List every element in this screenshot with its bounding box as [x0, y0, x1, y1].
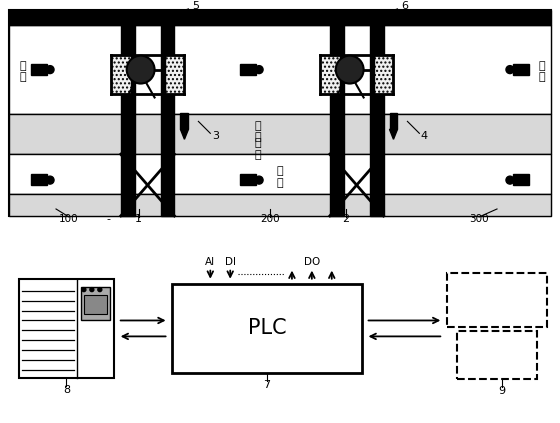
Text: 1: 1 [135, 214, 142, 224]
Bar [161, 25, 175, 216]
Bar [9, 114, 551, 154]
Bar [9, 10, 551, 216]
Bar [240, 174, 256, 185]
Circle shape [255, 176, 263, 184]
Circle shape [506, 176, 514, 184]
Text: 下
游: 下 游 [539, 61, 545, 82]
Bar [111, 55, 130, 94]
Bar [9, 10, 551, 25]
Text: 9: 9 [498, 386, 506, 396]
Bar [320, 55, 340, 94]
Bar [180, 113, 188, 129]
Bar [165, 55, 184, 94]
Circle shape [506, 66, 514, 74]
Bar [172, 284, 362, 373]
Circle shape [255, 66, 263, 74]
Bar [9, 194, 551, 216]
Bar [240, 63, 256, 74]
Text: 3: 3 [212, 131, 219, 141]
Text: DO: DO [304, 257, 320, 267]
Text: -: - [107, 214, 111, 224]
Polygon shape [180, 129, 188, 139]
Polygon shape [390, 129, 398, 139]
Text: AI: AI [206, 257, 216, 267]
Circle shape [90, 288, 94, 291]
Text: 5: 5 [192, 1, 199, 11]
Circle shape [336, 56, 363, 84]
Bar [81, 287, 110, 321]
Bar [9, 25, 551, 114]
Bar [84, 294, 107, 314]
Text: 200: 200 [260, 214, 280, 224]
Bar [121, 25, 134, 216]
Text: 6: 6 [401, 1, 408, 11]
Text: 8: 8 [63, 385, 70, 395]
Bar [370, 25, 384, 216]
Bar [374, 55, 394, 94]
Text: 右
岸: 右 岸 [255, 121, 262, 142]
Text: 2: 2 [342, 214, 349, 224]
Bar [31, 174, 47, 185]
Text: 100: 100 [59, 214, 79, 224]
Bar [330, 25, 344, 216]
Circle shape [98, 288, 102, 291]
Text: DI: DI [225, 257, 236, 267]
Bar [447, 273, 547, 327]
Bar [513, 174, 529, 185]
Bar [390, 113, 398, 129]
Bar [457, 331, 537, 379]
Bar [31, 63, 47, 74]
Bar [9, 154, 551, 194]
Bar [513, 63, 529, 74]
Text: 左
岸: 左 岸 [277, 166, 283, 188]
Bar [19, 279, 114, 378]
Text: 闸
室: 闸 室 [255, 138, 262, 160]
Circle shape [82, 288, 86, 291]
Text: PLC: PLC [248, 319, 286, 338]
Text: 300: 300 [469, 214, 489, 224]
Circle shape [127, 56, 155, 84]
Circle shape [46, 176, 54, 184]
Circle shape [46, 66, 54, 74]
Text: 上
游: 上 游 [20, 61, 26, 82]
Text: 4: 4 [421, 131, 428, 141]
Text: 7: 7 [264, 380, 270, 390]
